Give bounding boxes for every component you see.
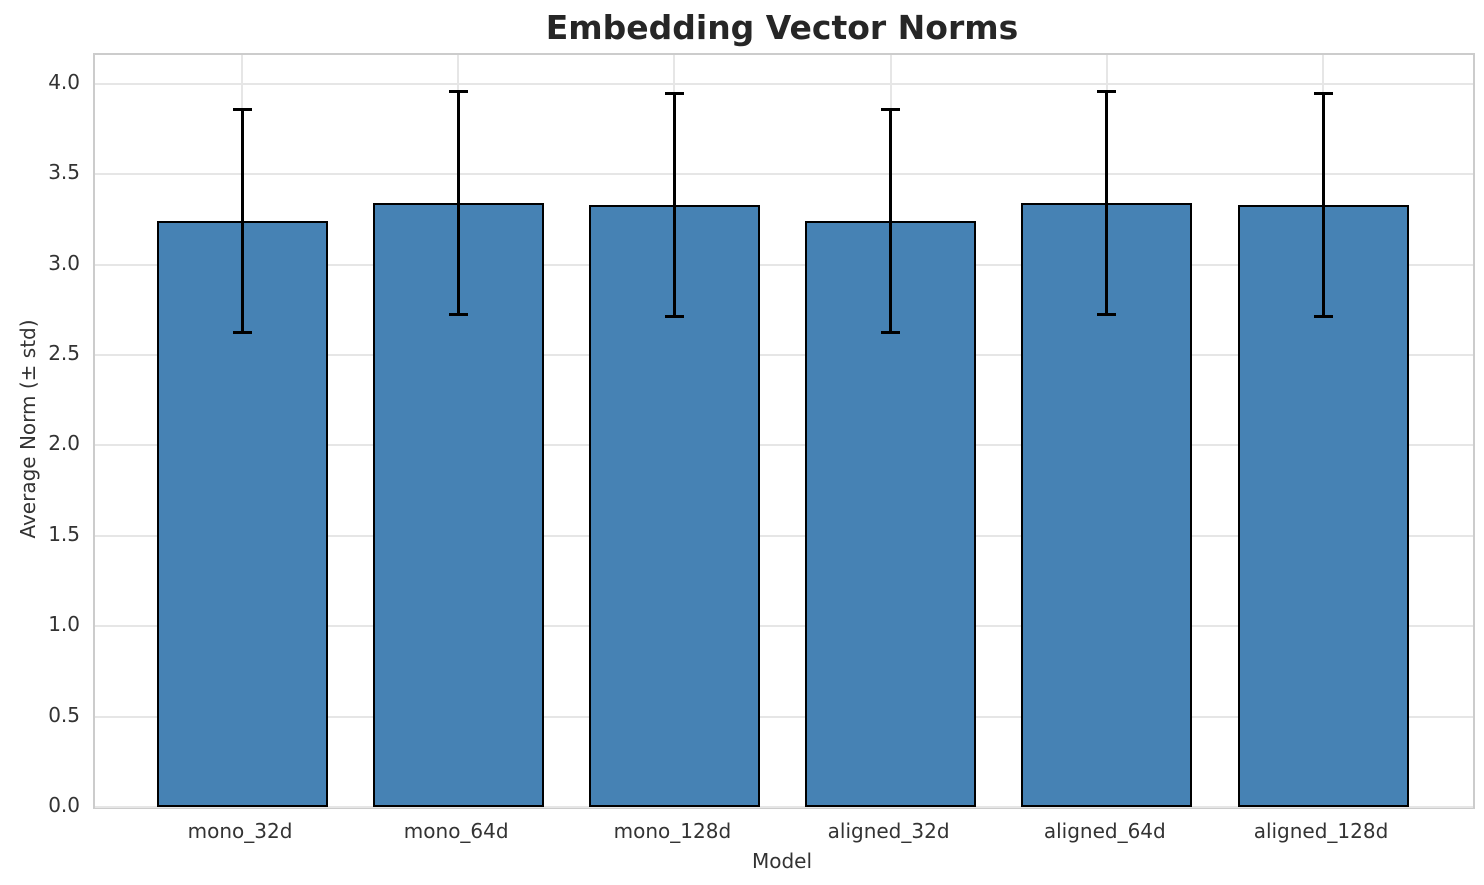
h-gridline: [95, 82, 1473, 85]
bar-mono_128d: [588, 205, 760, 807]
y-tick-label: 1.0: [48, 612, 80, 637]
h-gridline: [95, 263, 1473, 266]
x-tick-label-mono_32d: mono_32d: [187, 819, 293, 843]
error-cap-bottom-aligned_64d: [1097, 313, 1117, 317]
error-cap-top-mono_128d: [664, 91, 684, 95]
h-gridline: [95, 625, 1473, 628]
error-cap-bottom-mono_128d: [664, 315, 684, 319]
y-tick-label: 3.5: [48, 160, 80, 185]
y-tick-label: 1.5: [48, 521, 80, 546]
y-tick-label: 2.5: [48, 341, 80, 366]
error-cap-bottom-mono_64d: [448, 313, 468, 317]
error-bar-mono_32d: [240, 109, 244, 334]
h-gridline: [95, 354, 1473, 357]
error-cap-top-aligned_64d: [1097, 90, 1117, 94]
x-tick-label-mono_64d: mono_64d: [403, 819, 509, 843]
y-tick-label: 3.0: [48, 250, 80, 275]
bar-aligned_32d: [805, 221, 977, 807]
y-tick-label: 2.0: [48, 431, 80, 456]
x-tick-label-aligned_128d: aligned_128d: [1253, 819, 1389, 843]
error-cap-top-mono_32d: [232, 108, 252, 112]
x-tick-label-mono_128d: mono_128d: [613, 819, 732, 843]
x-tick-label-aligned_32d: aligned_32d: [827, 819, 950, 843]
y-tick-label: 0.5: [48, 702, 80, 727]
chart-title: Embedding Vector Norms: [545, 8, 1019, 47]
error-bar-aligned_64d: [1105, 91, 1109, 316]
error-bar-aligned_32d: [889, 109, 893, 334]
error-bar-mono_128d: [672, 92, 676, 318]
error-cap-bottom-mono_32d: [232, 331, 252, 335]
x-tick-label-aligned_64d: aligned_64d: [1043, 819, 1166, 843]
error-bar-aligned_128d: [1321, 92, 1325, 318]
h-gridline: [95, 534, 1473, 537]
error-bar-mono_64d: [456, 91, 460, 316]
error-cap-top-mono_64d: [448, 90, 468, 94]
y-tick-label: 4.0: [48, 69, 80, 94]
y-tick-label: 0.0: [48, 793, 80, 817]
h-gridline: [95, 173, 1473, 176]
error-cap-bottom-aligned_128d: [1313, 315, 1333, 319]
error-cap-top-aligned_128d: [1313, 91, 1333, 95]
h-gridline: [95, 444, 1473, 447]
error-cap-top-aligned_32d: [881, 108, 901, 112]
h-gridline: [95, 806, 1473, 808]
h-gridline: [95, 715, 1473, 718]
error-cap-bottom-aligned_32d: [881, 331, 901, 335]
plot-area: [93, 53, 1475, 809]
x-axis-label: Model: [751, 849, 813, 873]
